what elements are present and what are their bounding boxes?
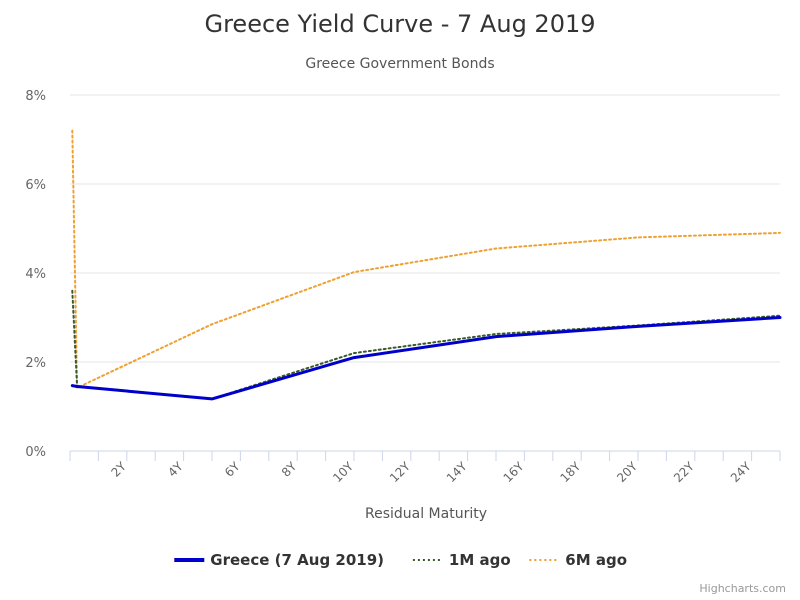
x-tick-label: 22Y (671, 459, 697, 485)
legend: Greece (7 Aug 2019) 1M ago 6M ago (174, 551, 627, 569)
chart-title: Greece Yield Curve - 7 Aug 2019 (204, 10, 595, 38)
legend-item[interactable]: 6M ago (529, 551, 627, 569)
legend-item[interactable]: Greece (7 Aug 2019) (174, 551, 384, 569)
y-tick-label: 4% (25, 267, 46, 282)
y-tick-label: 6% (25, 178, 46, 193)
x-tick-label: 18Y (557, 459, 583, 485)
legend-label: Greece (7 Aug 2019) (210, 551, 384, 569)
chart-subtitle: Greece Government Bonds (305, 56, 494, 72)
x-tick-label: 4Y (165, 459, 186, 480)
x-tick-label: 20Y (614, 459, 640, 485)
x-tick-label: 12Y (387, 459, 413, 485)
grid-lines: 0% 2% 4% 6% 8% (25, 89, 780, 460)
x-axis-title: Residual Maturity (365, 506, 487, 522)
x-tick-label: 8Y (279, 459, 300, 480)
series-line-greece-7-aug-2019[interactable] (70, 316, 782, 401)
legend-item[interactable]: 1M ago (412, 551, 511, 569)
x-tick-label: 24Y (728, 459, 754, 485)
credits-link[interactable]: Highcharts.com (699, 582, 786, 595)
x-tick-label: 10Y (330, 459, 356, 485)
x-tick-label: 6Y (222, 459, 243, 480)
series-line-1m-ago[interactable] (71, 289, 781, 400)
y-tick-label: 2% (25, 356, 46, 371)
x-tick-label: 16Y (501, 459, 527, 485)
x-tick-label: 2Y (108, 459, 129, 480)
y-tick-label: 0% (25, 445, 46, 460)
series-line-6m-ago[interactable] (71, 129, 781, 389)
x-axis: 2Y 4Y 6Y 8Y 10Y 12Y 14Y 16Y 18Y 20Y 22Y 24Y (69, 451, 781, 485)
y-tick-label: 8% (25, 89, 46, 104)
legend-label: 6M ago (565, 551, 627, 569)
x-tick-label: 14Y (444, 459, 470, 485)
legend-label: 1M ago (449, 551, 511, 569)
series-lines (70, 129, 782, 401)
